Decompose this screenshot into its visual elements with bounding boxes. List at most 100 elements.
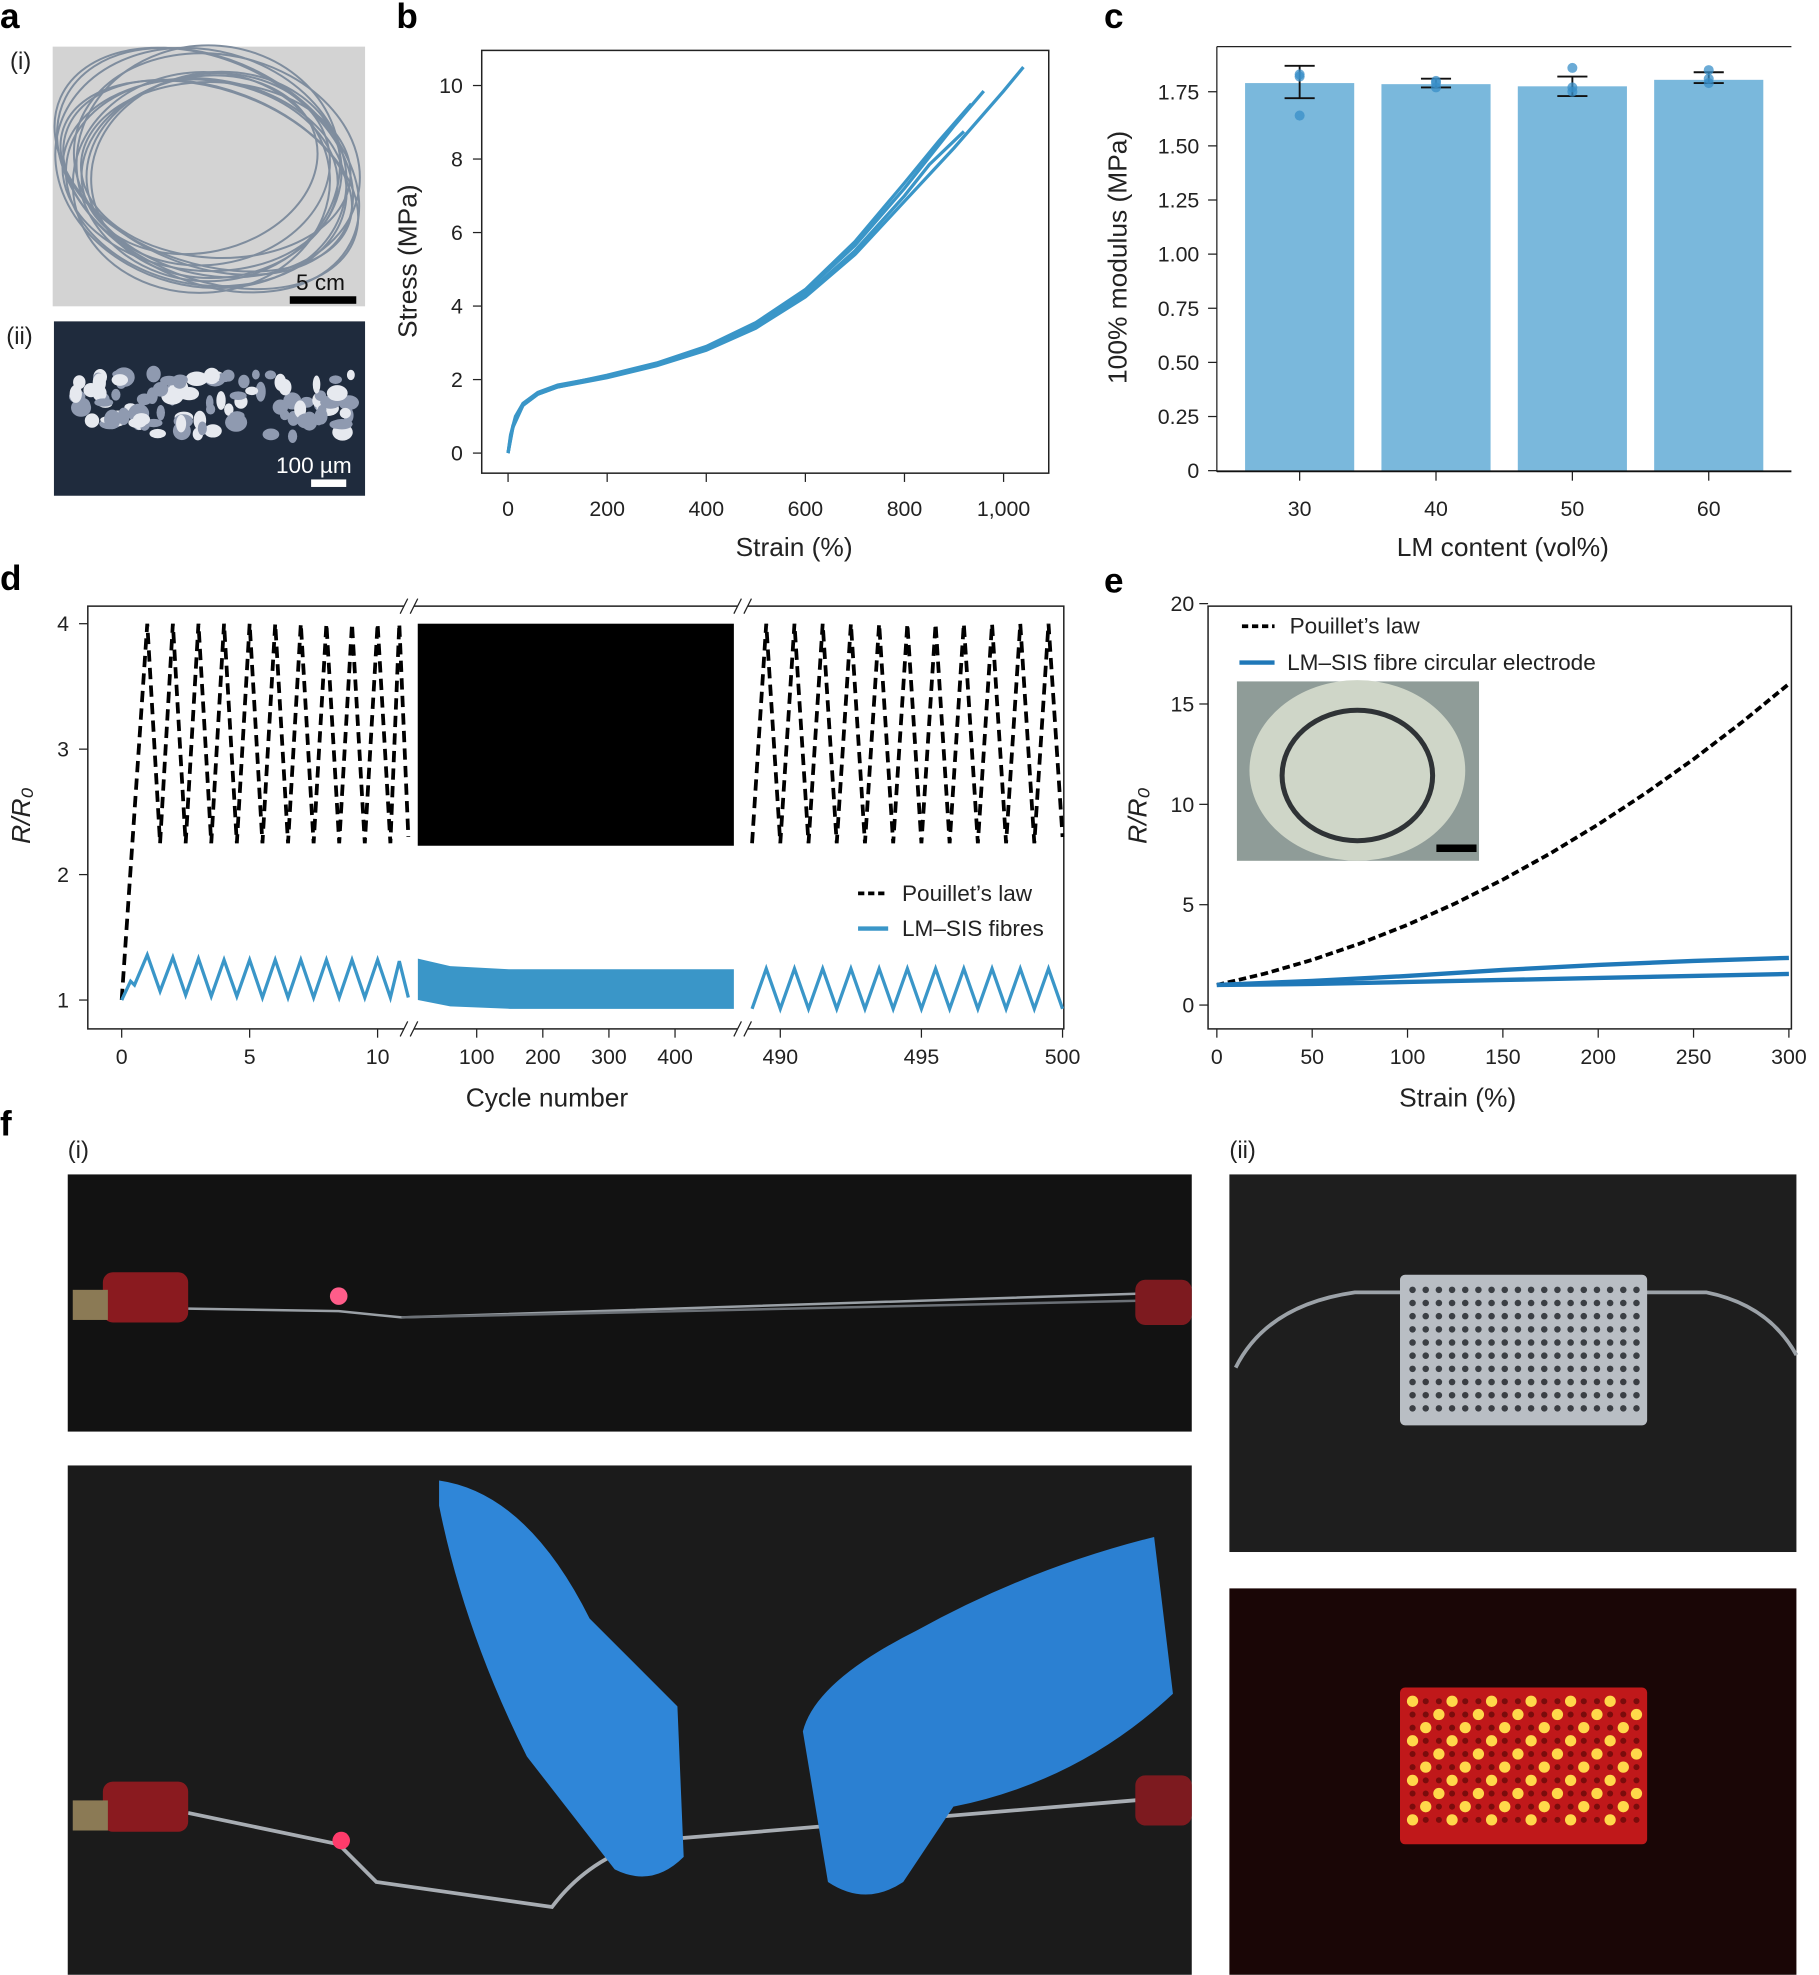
- led-lit: [1617, 1761, 1629, 1773]
- breadboard-hole: [1541, 1790, 1548, 1797]
- breadboard-hole: [1422, 1365, 1429, 1373]
- breadboard-hole: [1567, 1391, 1574, 1399]
- x-tick-label: 0: [502, 497, 514, 521]
- scale-bar: [311, 479, 347, 487]
- breadboard-hole: [1501, 1737, 1508, 1744]
- x-tick-label: 100: [459, 1045, 495, 1069]
- lm-droplet: [69, 384, 82, 403]
- led-lit: [1564, 1814, 1577, 1826]
- axis-break-mark: [409, 598, 419, 614]
- lm-droplet: [97, 374, 106, 391]
- breadboard-hole: [1633, 1391, 1640, 1399]
- breadboard-hole: [1633, 1764, 1640, 1771]
- lm-droplet: [255, 381, 266, 402]
- breadboard-hole: [1633, 1365, 1640, 1373]
- breadboard-hole: [1514, 1391, 1522, 1399]
- breadboard-hole: [1567, 1724, 1574, 1731]
- y-tick-label: 0: [1182, 994, 1194, 1018]
- breadboard-hole: [1606, 1286, 1614, 1294]
- breadboard-hole: [1461, 1405, 1469, 1412]
- breadboard-hole: [1620, 1365, 1627, 1373]
- x-axis-label: LM content (vol%): [1397, 532, 1609, 562]
- led-lit: [1578, 1761, 1590, 1773]
- breadboard-hole: [1593, 1365, 1601, 1373]
- breadboard-hole: [1527, 1352, 1535, 1359]
- led-lit: [1617, 1721, 1629, 1734]
- breadboard-hole: [1580, 1816, 1587, 1823]
- breadboard-hole: [1462, 1777, 1469, 1784]
- chart-resistance-strain: 0 50 100 150 200 250 300 0 5 10 15 20 Strain (%) R/R₀…: [1123, 592, 1807, 1113]
- axis-break-mark: [743, 598, 752, 614]
- lm-droplet: [229, 391, 247, 401]
- data-point: [1703, 73, 1714, 84]
- lm-droplet: [117, 407, 130, 426]
- breadboard-hole: [1633, 1803, 1640, 1810]
- breadboard-hole: [1409, 1326, 1416, 1333]
- breadboard-hole: [1475, 1299, 1482, 1307]
- breadboard-hole: [1422, 1698, 1429, 1705]
- breadboard-hole: [1449, 1803, 1456, 1810]
- breadboard-hole: [1488, 1352, 1495, 1359]
- breadboard-hole: [1528, 1764, 1535, 1771]
- led-lit: [1525, 1695, 1537, 1707]
- led-lit: [1604, 1774, 1616, 1786]
- led-lit: [1591, 1748, 1603, 1760]
- breadboard-hole: [1620, 1286, 1627, 1294]
- legend-label-lm-sis: LM–SIS fibre circular electrode: [1287, 650, 1596, 675]
- fibre-loop: [75, 44, 341, 283]
- x-tick-label: 300: [591, 1045, 627, 1069]
- x-axis-label: Strain (%): [736, 532, 853, 562]
- breadboard-hole: [1449, 1724, 1456, 1731]
- breadboard-hole: [1501, 1790, 1508, 1797]
- breadboard-hole: [1422, 1777, 1429, 1784]
- breadboard-hole: [1567, 1405, 1574, 1412]
- breadboard-hole: [1422, 1405, 1429, 1412]
- x-tick-label: 10: [366, 1045, 390, 1069]
- breadboard-hole: [1593, 1299, 1601, 1307]
- y-tick-label: 6: [451, 221, 463, 245]
- y-tick-label: 0: [451, 442, 463, 466]
- y-tick-label: 0.75: [1158, 297, 1199, 321]
- breadboard-hole: [1528, 1803, 1535, 1810]
- breadboard-hole: [1633, 1378, 1640, 1386]
- breadboard-hole: [1409, 1405, 1416, 1412]
- breadboard-hole: [1607, 1803, 1614, 1810]
- breadboard-hole: [1435, 1312, 1443, 1320]
- breadboard-hole: [1606, 1326, 1614, 1333]
- breadboard-hole: [1514, 1698, 1521, 1705]
- breadboard-hole: [1461, 1299, 1469, 1307]
- breadboard-hole: [1435, 1352, 1443, 1359]
- breadboard-hole: [1541, 1391, 1548, 1399]
- led-lit: [1472, 1748, 1485, 1760]
- breadboard-hole: [1462, 1750, 1469, 1757]
- breadboard-hole: [1620, 1312, 1627, 1320]
- led-lit: [1630, 1748, 1643, 1760]
- breadboard-hole: [1435, 1777, 1442, 1784]
- inset-scale-bar: [1436, 844, 1477, 853]
- breadboard-hole: [1554, 1724, 1561, 1731]
- breadboard-hole: [1633, 1698, 1640, 1705]
- led-lit: [1406, 1814, 1419, 1826]
- y-tick-label: 0.25: [1158, 405, 1199, 429]
- breadboard-hole: [1528, 1724, 1535, 1731]
- lm-droplet: [296, 413, 315, 429]
- y-tick-label: 1.75: [1158, 80, 1199, 104]
- breadboard-hole: [1567, 1764, 1574, 1771]
- breadboard-hole: [1567, 1312, 1574, 1320]
- breadboard-hole: [1607, 1711, 1614, 1718]
- inset-photo-circular-electrode: [1236, 680, 1480, 861]
- breadboard-hole: [1475, 1816, 1482, 1823]
- x-axis-label: Cycle number: [466, 1083, 629, 1113]
- breadboard-hole: [1422, 1790, 1429, 1797]
- led-lit: [1446, 1695, 1458, 1707]
- axis-break-gap: [403, 1025, 414, 1033]
- bar-30: [1245, 83, 1355, 471]
- led-lit: [1433, 1748, 1445, 1760]
- y-axis-label: R/R₀: [6, 787, 36, 843]
- x-tick-label: 0: [116, 1045, 128, 1069]
- photo-fibre-cross-section: 100 µm: [53, 321, 366, 496]
- breadboard-hole: [1554, 1405, 1561, 1412]
- panel-label-a: a: [0, 0, 20, 36]
- x-axis-label: Strain (%): [1399, 1083, 1516, 1113]
- breadboard-hole: [1461, 1339, 1469, 1346]
